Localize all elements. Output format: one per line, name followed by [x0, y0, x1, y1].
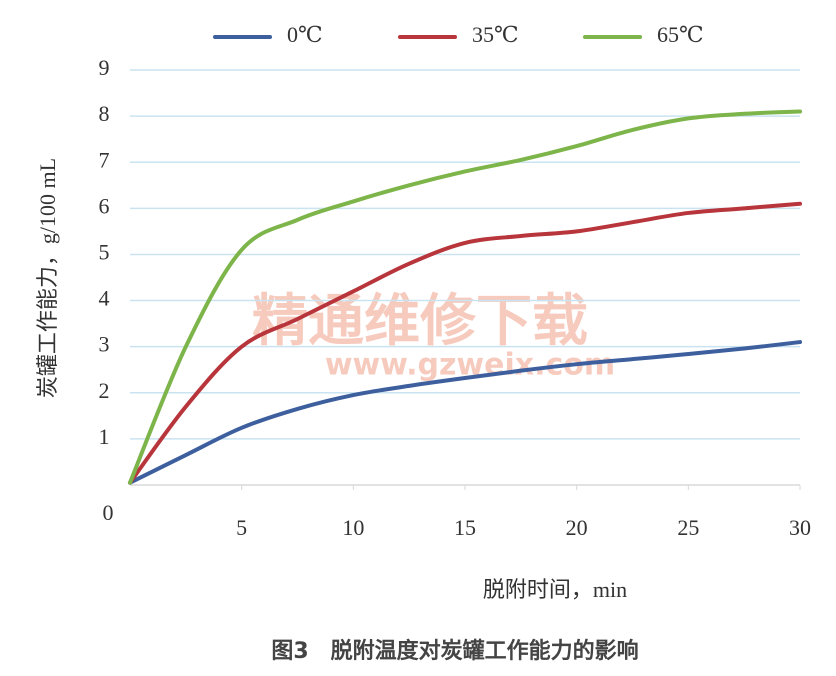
caption: 图3 脱附温度对炭罐工作能力的影响	[271, 638, 638, 664]
y-tick-label: 6	[99, 193, 110, 218]
y-tick-label: 2	[99, 378, 110, 403]
y-tick-label: 1	[99, 424, 110, 449]
series-line	[128, 109, 802, 485]
y-axis-label: 炭罐工作能力，g/100 mL	[35, 158, 60, 398]
y-tick-label: 9	[99, 55, 110, 80]
y-tick-label: 5	[99, 239, 110, 264]
y-tick-label: 7	[99, 147, 110, 172]
x-tick-label: 15	[454, 515, 476, 540]
legend-label: 0℃	[287, 22, 323, 47]
y-tick-label: 3	[99, 332, 110, 357]
x-tick-label: 20	[566, 515, 588, 540]
legend-label: 35℃	[472, 22, 519, 47]
series-line	[128, 201, 802, 485]
y-tick-label: 0	[103, 500, 114, 525]
x-tick-label: 25	[677, 515, 699, 540]
y-tick-label: 4	[99, 286, 110, 311]
series-line	[128, 340, 802, 485]
legend-label: 65℃	[657, 22, 704, 47]
x-tick-label: 10	[342, 515, 364, 540]
watermark: 精通维修下载	[252, 289, 588, 354]
x-tick-label: 30	[789, 515, 811, 540]
y-tick-label: 8	[99, 101, 110, 126]
x-axis-label: 脱附时间，min	[483, 577, 627, 602]
x-tick-label: 5	[236, 515, 247, 540]
